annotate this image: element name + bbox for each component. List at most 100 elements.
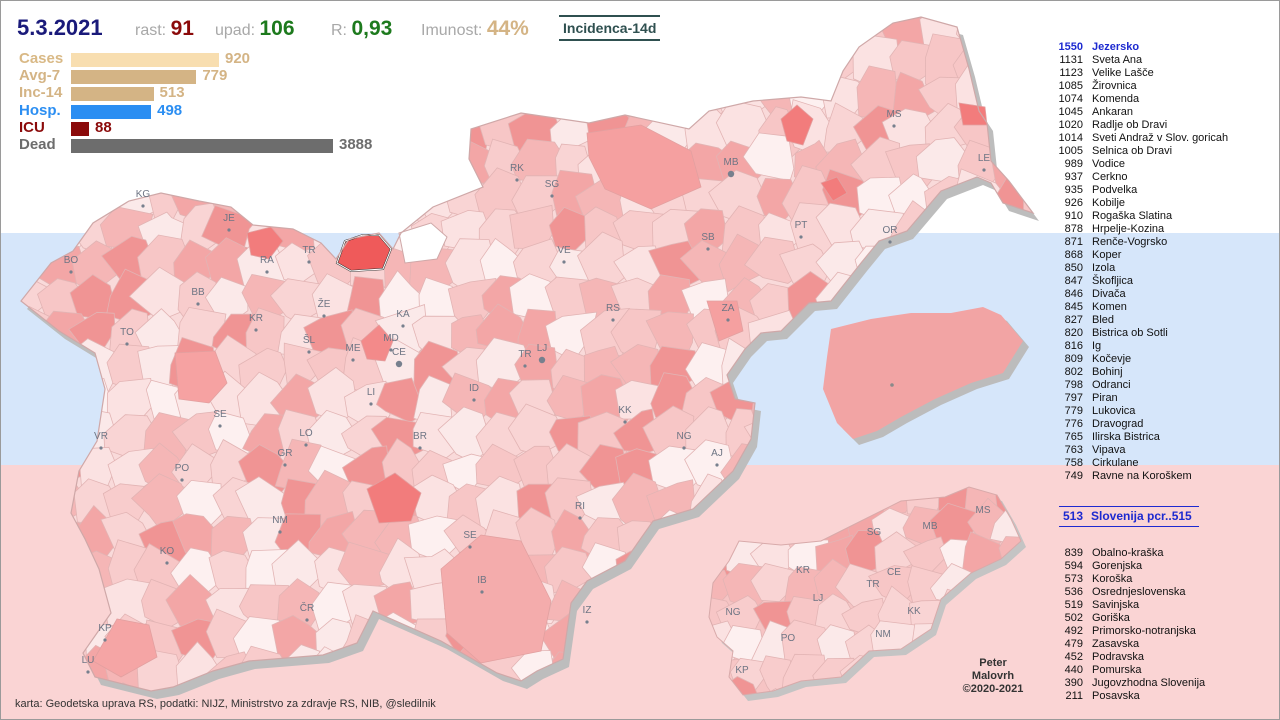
date-label: 5.3.2021	[17, 15, 103, 40]
municipality-area	[21, 613, 55, 664]
municipality-area	[407, 76, 459, 120]
region-area	[811, 487, 866, 518]
municipality-area	[678, 40, 730, 86]
municipality-area	[370, 42, 425, 84]
municipality-area	[681, 17, 733, 48]
region-ranking: 839 Obalno-kraška 594 Gorenjska 573 Koroška 53…	[1057, 547, 1206, 703]
ranking-row: 847 Škofljica	[1064, 275, 1133, 287]
region-row: 440 Pomurska	[1064, 664, 1142, 676]
stat-label: ICU	[19, 118, 45, 136]
region-label: LJ	[813, 593, 824, 604]
region-row: 839 Obalno-kraška	[1064, 547, 1164, 559]
region-row: 492 Primorsko-notranjska	[1064, 625, 1196, 637]
city-dot	[369, 402, 373, 406]
region-row: 390 Jugovzhodna Slovenija	[1064, 677, 1206, 689]
city-label: CE	[392, 347, 406, 358]
r-stat: R: 0,93	[331, 17, 393, 40]
ranking-row: 871 Renče-Vogrsko	[1064, 236, 1168, 248]
municipality-area	[991, 139, 1033, 190]
city-dot	[726, 318, 730, 322]
municipality-area	[988, 439, 1033, 492]
municipality-area	[784, 405, 836, 464]
ranking-row: 816 Ig	[1064, 340, 1102, 352]
municipality-area	[614, 582, 669, 631]
city-label: KG	[136, 189, 151, 200]
city-dot	[892, 124, 896, 128]
city-label: MD	[383, 333, 399, 344]
city-label: JE	[223, 213, 235, 224]
city-dot	[401, 324, 405, 328]
municipality-area	[646, 579, 704, 627]
municipality-area	[948, 411, 1002, 458]
city-label: RK	[510, 163, 524, 174]
municipality-area	[989, 37, 1033, 85]
municipality-area	[985, 241, 1033, 290]
municipality-area	[37, 548, 84, 603]
stat-bar	[71, 121, 89, 136]
municipality-area	[32, 380, 89, 429]
kobilje-area	[958, 102, 988, 126]
municipality-area	[35, 580, 91, 626]
municipality-area	[654, 66, 703, 122]
city-dot	[69, 270, 73, 274]
municipality-area	[313, 66, 359, 119]
municipality-area	[35, 642, 88, 691]
municipality-area	[31, 419, 86, 461]
municipality-area	[39, 607, 83, 666]
municipality-area	[778, 481, 834, 524]
municipality-area	[368, 175, 423, 224]
ranking-row: 878 Hrpelje-Kozina	[1064, 223, 1165, 235]
municipality-ranking: 1550 Jezersko 1131 Sveta Ana 1123 Velike Lašč…	[1057, 41, 1229, 483]
city-dot	[196, 302, 200, 306]
city-dot	[585, 620, 589, 624]
stat-value: 3888	[339, 136, 373, 153]
rast-stat: rast: 91	[135, 17, 194, 40]
city-dot	[562, 260, 566, 264]
city-dot	[254, 328, 258, 332]
city-label: LE	[978, 153, 991, 164]
municipality-area	[408, 645, 457, 691]
municipality-area	[921, 240, 976, 288]
city-label: SE	[213, 409, 227, 420]
municipality-area	[756, 40, 807, 83]
municipality-area	[878, 245, 944, 295]
city-dot	[305, 618, 309, 622]
rast-value: 91	[170, 17, 194, 40]
municipality-area	[682, 653, 732, 691]
radlje-area	[780, 104, 814, 146]
city-dot	[888, 240, 892, 244]
region-label: MS	[976, 505, 991, 516]
city-dot	[682, 446, 686, 450]
municipality-area	[415, 104, 471, 162]
city-dot	[283, 463, 287, 467]
municipality-area	[21, 404, 59, 461]
ranking-row: 1123 Velike Lašče	[1059, 67, 1154, 79]
city-dot	[480, 590, 484, 594]
municipality-area	[979, 406, 1033, 467]
municipality-area	[583, 656, 633, 691]
ranking-row: 1550 Jezersko	[1058, 41, 1140, 53]
city-label: BR	[413, 431, 427, 442]
ranking-row: 845 Komen	[1064, 301, 1127, 313]
author-credit: Peter Malovrh ©2020-2021	[962, 657, 1024, 695]
ranking-row: 1131 Sveta Ana	[1059, 54, 1143, 66]
incidence-14d-button[interactable]: Incidenca-14d	[559, 15, 661, 41]
municipality-area	[650, 642, 703, 691]
municipality-area	[588, 616, 639, 671]
municipality-area	[21, 380, 49, 431]
stat-value: 88	[95, 118, 112, 136]
municipality-area	[343, 71, 395, 125]
municipality-area	[552, 651, 600, 691]
municipality-area	[615, 73, 673, 120]
city-label: ŠL	[303, 333, 316, 346]
city-label: ČR	[300, 601, 314, 614]
municipality-area	[21, 651, 56, 691]
stat-bar	[71, 87, 154, 102]
city-dot	[611, 318, 615, 322]
city-label: SG	[545, 179, 560, 190]
municipality-area	[640, 685, 705, 691]
source-note: karta: Geodetska uprava RS, podatki: NIJ…	[15, 698, 436, 710]
municipality-area	[718, 17, 766, 50]
city-label: LU	[82, 655, 95, 666]
